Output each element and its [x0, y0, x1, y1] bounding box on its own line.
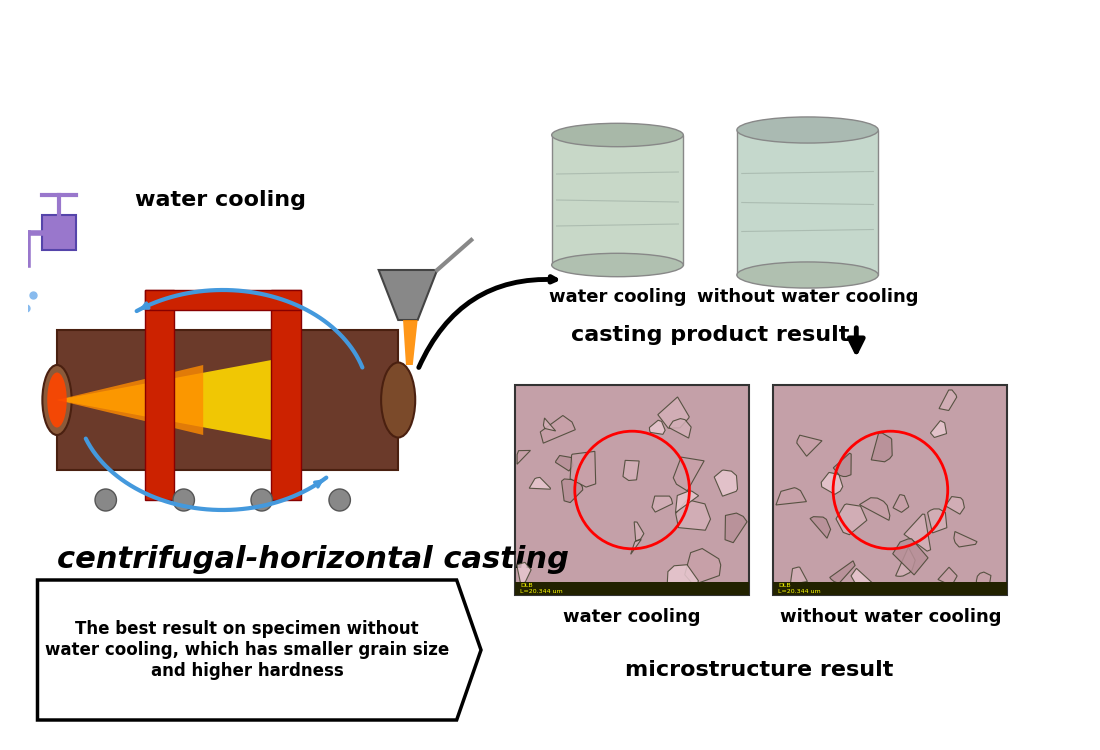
Text: The best result on specimen without
water cooling, which has smaller grain size
: The best result on specimen without wate…: [45, 620, 449, 680]
Text: microstructure result: microstructure result: [625, 660, 893, 680]
Polygon shape: [851, 568, 883, 593]
Polygon shape: [725, 513, 747, 543]
Ellipse shape: [251, 489, 273, 511]
Polygon shape: [673, 457, 704, 491]
Polygon shape: [649, 420, 666, 434]
Polygon shape: [773, 385, 1008, 595]
Polygon shape: [714, 470, 737, 496]
Polygon shape: [927, 509, 947, 533]
Polygon shape: [517, 562, 531, 584]
Ellipse shape: [737, 117, 878, 143]
Polygon shape: [543, 418, 556, 431]
Polygon shape: [977, 572, 991, 587]
Polygon shape: [145, 290, 300, 310]
Polygon shape: [652, 496, 672, 512]
Polygon shape: [517, 451, 530, 464]
Polygon shape: [43, 215, 77, 250]
Polygon shape: [623, 460, 639, 481]
Polygon shape: [834, 453, 851, 476]
Polygon shape: [829, 561, 855, 584]
Ellipse shape: [47, 373, 67, 427]
Ellipse shape: [329, 489, 351, 511]
Text: without water cooling: without water cooling: [780, 608, 1001, 626]
Polygon shape: [796, 435, 822, 456]
Text: water cooling: water cooling: [135, 190, 306, 210]
Ellipse shape: [95, 489, 117, 511]
Polygon shape: [776, 488, 806, 505]
Polygon shape: [939, 390, 957, 410]
Polygon shape: [773, 582, 1008, 595]
Polygon shape: [57, 365, 204, 435]
Polygon shape: [675, 490, 698, 513]
Polygon shape: [895, 548, 915, 576]
Polygon shape: [515, 582, 749, 595]
Polygon shape: [904, 514, 931, 551]
Polygon shape: [675, 500, 711, 530]
Text: DLB
L=20.344 um: DLB L=20.344 um: [520, 583, 563, 594]
Polygon shape: [145, 290, 174, 500]
Polygon shape: [893, 495, 909, 512]
Ellipse shape: [552, 123, 683, 147]
Polygon shape: [37, 580, 481, 720]
Ellipse shape: [173, 489, 195, 511]
Polygon shape: [540, 416, 575, 443]
Polygon shape: [562, 479, 583, 502]
Polygon shape: [790, 567, 807, 584]
Polygon shape: [658, 397, 690, 428]
Ellipse shape: [552, 254, 683, 277]
Polygon shape: [378, 270, 437, 320]
Polygon shape: [945, 496, 965, 514]
Text: centrifugal-horizontal casting: centrifugal-horizontal casting: [57, 545, 569, 574]
Ellipse shape: [43, 365, 72, 435]
Text: casting product result: casting product result: [571, 325, 849, 345]
Text: water cooling: water cooling: [563, 608, 701, 626]
Polygon shape: [556, 455, 573, 471]
Polygon shape: [684, 548, 721, 585]
Polygon shape: [836, 504, 867, 535]
Polygon shape: [529, 478, 550, 489]
Polygon shape: [737, 130, 878, 275]
Ellipse shape: [737, 262, 878, 288]
Polygon shape: [515, 385, 749, 595]
Polygon shape: [57, 360, 272, 440]
Polygon shape: [57, 330, 398, 470]
Polygon shape: [822, 472, 843, 494]
Ellipse shape: [381, 362, 415, 437]
Text: DLB
L=20.344 um: DLB L=20.344 um: [779, 583, 821, 594]
Polygon shape: [859, 498, 890, 520]
Polygon shape: [635, 522, 643, 541]
Polygon shape: [810, 517, 830, 538]
Text: without water cooling: without water cooling: [696, 288, 918, 306]
Polygon shape: [552, 135, 683, 265]
Polygon shape: [954, 532, 977, 547]
Polygon shape: [669, 419, 691, 438]
Polygon shape: [931, 421, 947, 437]
Polygon shape: [938, 567, 957, 586]
Polygon shape: [667, 565, 698, 593]
Text: water cooling: water cooling: [549, 288, 686, 306]
Polygon shape: [893, 538, 928, 575]
Polygon shape: [630, 539, 641, 554]
Polygon shape: [871, 433, 892, 462]
Polygon shape: [403, 320, 418, 365]
Polygon shape: [272, 290, 300, 500]
Polygon shape: [570, 452, 596, 487]
